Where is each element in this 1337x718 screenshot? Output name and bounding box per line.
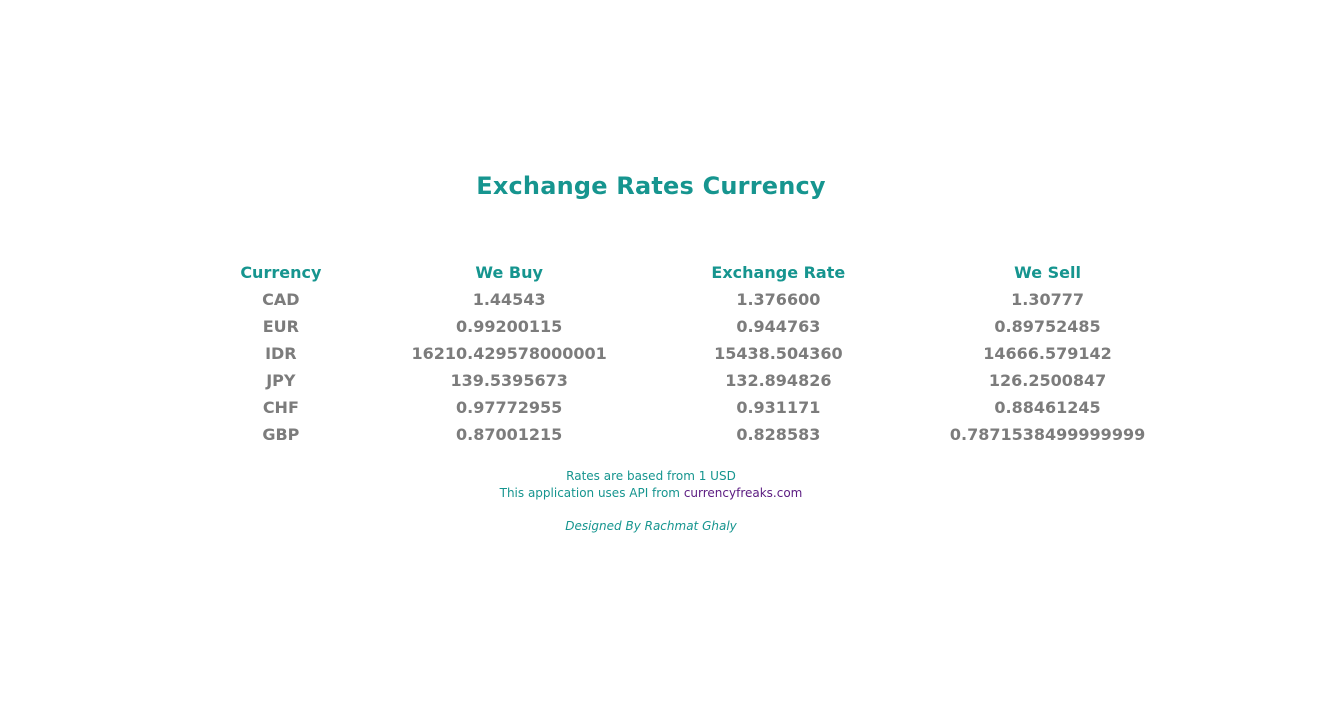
exchange-rate-value: 132.894826	[725, 371, 832, 390]
exchange-rate-value: 15438.504360	[714, 344, 843, 363]
header-we-sell: We Sell	[1014, 262, 1081, 282]
we-sell-value: 14666.579142	[983, 344, 1112, 363]
table-row: GBP 0.87001215 0.828583 0.78715384999999…	[155, 421, 1150, 448]
api-credit: This application uses API from currencyf…	[0, 485, 1302, 502]
we-buy-value: 0.87001215	[456, 425, 563, 444]
footer: Rates are based from 1 USD This applicat…	[0, 468, 1302, 502]
currency-code: CAD	[262, 290, 300, 309]
page-title: Exchange Rates Currency	[476, 172, 826, 200]
we-sell-value: 1.30777	[1011, 290, 1084, 309]
api-provider-link[interactable]: currencyfreaks.com	[683, 486, 803, 500]
we-sell-value: 0.7871538499999999	[949, 425, 1146, 444]
we-sell-value: 126.2500847	[988, 371, 1107, 390]
exchange-rate-value: 1.376600	[736, 290, 821, 309]
currency-code: CHF	[262, 398, 299, 417]
exchange-rate-value: 0.931171	[736, 398, 821, 417]
header-currency: Currency	[240, 262, 322, 282]
we-buy-value: 1.44543	[472, 290, 546, 309]
currency-code: EUR	[262, 317, 299, 336]
currency-code: GBP	[262, 425, 300, 444]
we-buy-value: 139.5395673	[450, 371, 568, 390]
we-sell-value: 0.88461245	[994, 398, 1101, 417]
header-exchange-rate: Exchange Rate	[711, 262, 846, 282]
exchange-rate-value: 0.828583	[736, 425, 821, 444]
table-row: CAD 1.44543 1.376600 1.30777	[155, 286, 1150, 313]
exchange-rate-value: 0.944763	[736, 317, 821, 336]
currency-code: JPY	[266, 371, 296, 390]
table-row: IDR 16210.429578000001 15438.504360 1466…	[155, 340, 1150, 367]
exchange-rates-table: Currency We Buy Exchange Rate We Sell CA…	[155, 258, 1150, 448]
designer-credit: Designed By Rachmat Ghaly	[565, 519, 737, 533]
table-row: JPY 139.5395673 132.894826 126.2500847	[155, 367, 1150, 394]
table-row: CHF 0.97772955 0.931171 0.88461245	[155, 394, 1150, 421]
table-row: EUR 0.99200115 0.944763 0.89752485	[155, 313, 1150, 340]
we-buy-value: 0.99200115	[456, 317, 563, 336]
table-header-row: Currency We Buy Exchange Rate We Sell	[155, 258, 1150, 286]
we-buy-value: 16210.429578000001	[411, 344, 607, 363]
currency-code: IDR	[265, 344, 297, 363]
we-buy-value: 0.97772955	[456, 398, 563, 417]
rates-note: Rates are based from 1 USD	[566, 469, 736, 483]
api-credit-prefix: This application uses API from	[499, 486, 680, 500]
we-sell-value: 0.89752485	[994, 317, 1101, 336]
header-we-buy: We Buy	[475, 262, 543, 282]
